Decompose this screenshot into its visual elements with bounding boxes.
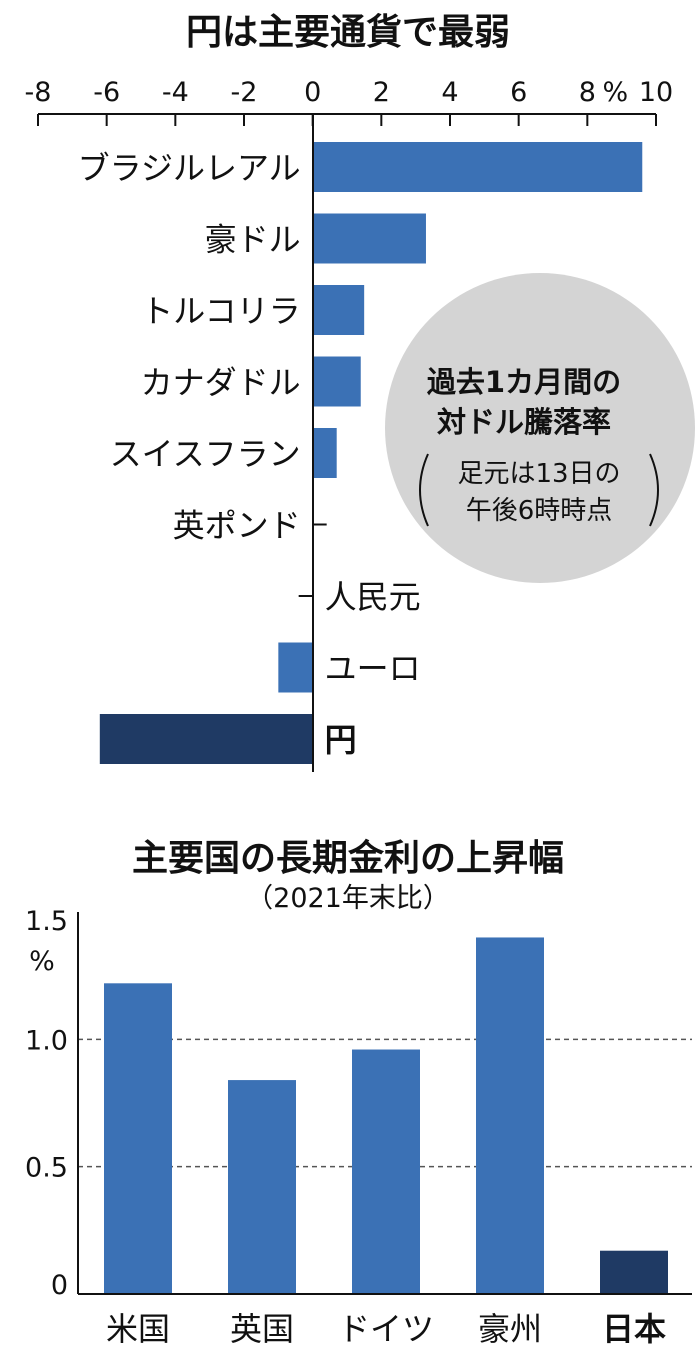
annotation-circle: [385, 273, 695, 583]
currency-chart-title: 円は主要通貨で最弱: [186, 12, 510, 53]
y-tick-label: 1.5: [25, 906, 68, 937]
annotation-line-2: 対ドル騰落率: [437, 405, 611, 439]
category-label: 円: [325, 721, 357, 759]
category-label: カナダドル: [141, 364, 301, 402]
x-tick-label: 4: [441, 77, 458, 108]
annotation-paren-left: [419, 453, 429, 527]
bond-chart-title: 主要国の長期金利の上昇幅: [132, 837, 564, 879]
bar: [278, 642, 313, 693]
x-tick-label: 8: [579, 77, 596, 108]
bond-y-ticks: 1.5 1.0 0.5 0: [25, 906, 68, 1301]
x-tick-label: -8: [25, 77, 52, 108]
category-label: 豪ドル: [205, 221, 301, 259]
category-label: 日本: [602, 1310, 666, 1348]
bar: [312, 428, 337, 478]
bar: [312, 356, 361, 407]
bond-y-unit: %: [29, 946, 55, 977]
category-label: 英国: [230, 1310, 294, 1348]
category-label: 英ポンド: [173, 507, 301, 545]
category-label: 豪州: [478, 1310, 542, 1348]
bar: [352, 1049, 420, 1294]
x-tick-label: -4: [162, 77, 189, 108]
category-label: 人民元: [325, 578, 421, 616]
bond-category-labels: 米国 英国 ドイツ 豪州 日本: [106, 1310, 666, 1348]
x-tick-label: -2: [231, 77, 258, 108]
bar: [600, 1250, 668, 1294]
bond-chart-subtitle: （2021年末比）: [246, 883, 450, 914]
bar: [312, 285, 365, 335]
bar: [476, 937, 544, 1294]
currency-x-ticks: -8 -6 -4 -2 0 2 4 6 8 10%: [25, 77, 674, 108]
x-tick-label: 0: [304, 77, 321, 108]
bond-yield-chart: 主要国の長期金利の上昇幅 （2021年末比） 1.5 1.0 0.5 0 % 米国 英国…: [25, 837, 692, 1348]
currency-x-tick-marks: [37, 114, 657, 126]
x-tick-label: 10: [639, 77, 673, 108]
x-tick-label: -6: [93, 77, 120, 108]
category-label: 米国: [106, 1310, 170, 1348]
annotation-line-3: 足元は13日の: [457, 459, 620, 489]
x-unit-label: %: [603, 77, 629, 108]
category-label: トルコリラ: [141, 292, 300, 330]
bar: [228, 1080, 296, 1294]
y-tick-label: 0.5: [25, 1153, 68, 1184]
annotation-paren-right: [649, 453, 659, 527]
x-tick-label: 2: [373, 77, 390, 108]
y-tick-label: 0: [51, 1270, 68, 1301]
bar: [104, 983, 172, 1294]
bond-bars: [104, 937, 668, 1294]
category-label: ブラジルレアル: [78, 149, 301, 187]
category-label: ドイツ: [338, 1310, 434, 1348]
category-label: ユーロ: [325, 650, 421, 688]
annotation-line-4: 午後6時時点: [466, 496, 613, 526]
currency-bars: [99, 142, 643, 764]
currency-chart: 円は主要通貨で最弱 -8 -6 -4 -2 0 2 4 6 8 10% 過去1カ月間の 対ドル騰落…: [25, 12, 695, 772]
bar: [312, 213, 426, 264]
y-tick-label: 1.0: [25, 1025, 68, 1056]
bar: [312, 142, 643, 192]
annotation-line-1: 過去1カ月間の: [427, 365, 621, 399]
x-tick-label: 6: [510, 77, 527, 108]
bar: [99, 714, 313, 764]
category-label: スイスフラン: [110, 435, 301, 473]
